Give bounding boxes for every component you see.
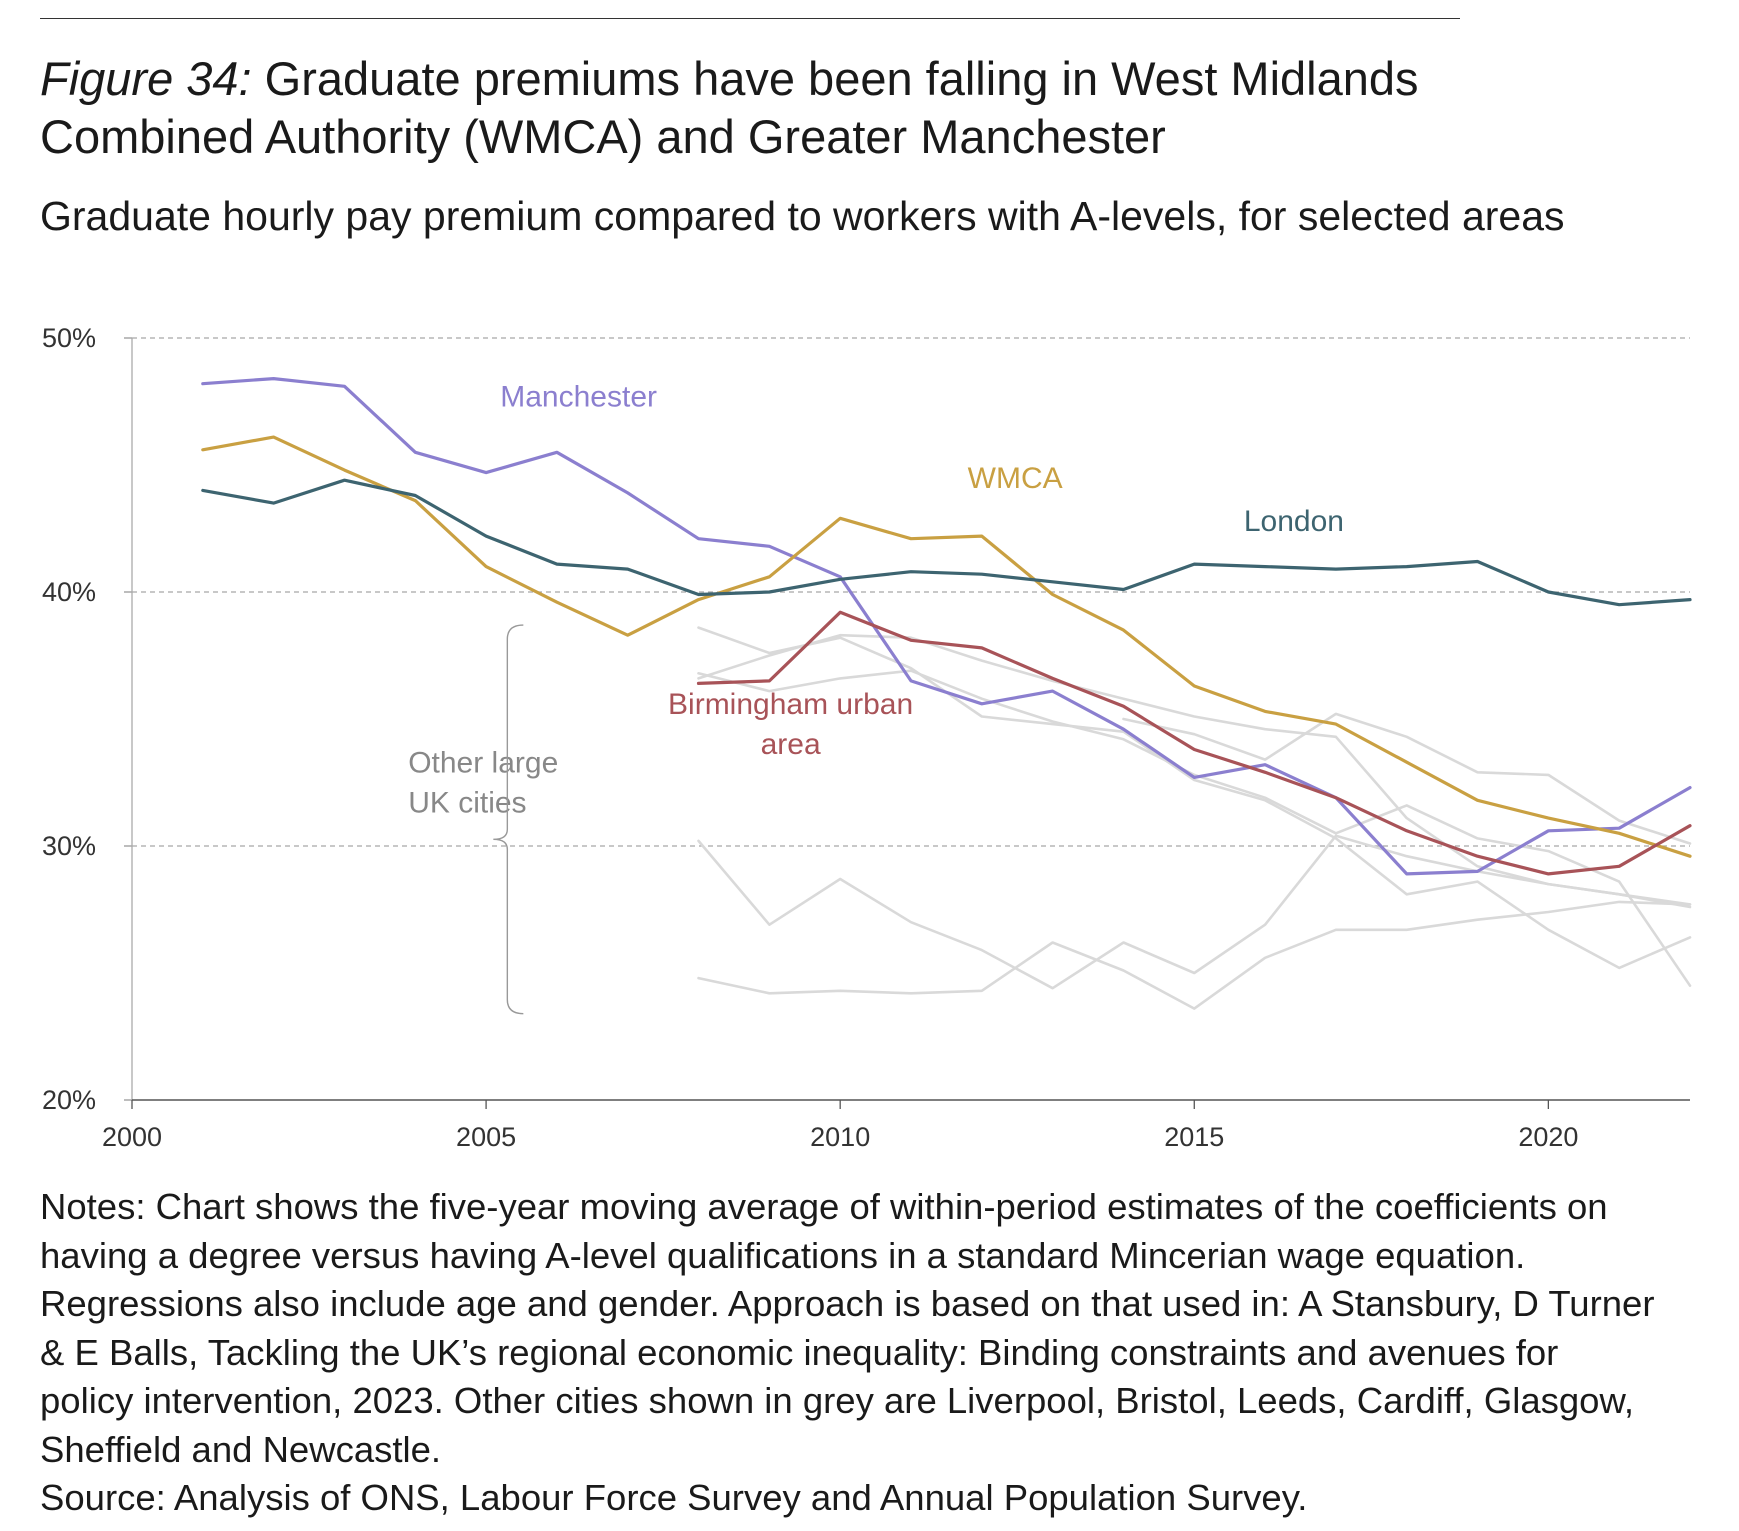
line-chart: 20% 30% 40% 50% 2000 2005 2010 2015 2020 Manches… — [42, 323, 1692, 1152]
series-line-birmingham-urban-area — [696, 610, 1692, 876]
label-other-large-uk-cities-line-0: Other large — [408, 746, 558, 779]
chart-subtitle: Graduate hourly pay premium compared to … — [40, 193, 1565, 239]
y-tick-label-50: 50% — [42, 323, 96, 353]
x-tick-label-2015: 2015 — [1164, 1122, 1224, 1152]
grid-layer — [132, 337, 1690, 847]
y-tick-label-40: 40% — [42, 577, 96, 607]
label-other-large-uk-cities-line-1: UK cities — [408, 786, 526, 819]
label-wmca: WMCA — [968, 462, 1063, 495]
figure-title: Figure 34: Graduate premiums have been f… — [40, 50, 1600, 166]
label-birmingham-urban-area-line-1: area — [761, 728, 821, 761]
source-text: Source: Analysis of ONS, Labour Force Su… — [40, 1477, 1308, 1518]
series-line-other-large-uk-cities-6 — [1122, 712, 1692, 845]
x-tick-label-2005: 2005 — [456, 1122, 516, 1152]
top-rule — [40, 18, 1460, 19]
notes-block: Notes: Chart shows the five-year moving … — [40, 1183, 1660, 1523]
label-birmingham-urban-area-line-0: Birmingham urban — [668, 688, 913, 721]
label-manchester-line-0: Manchester — [500, 381, 657, 414]
label-manchester: Manchester — [500, 381, 657, 414]
axis-layer: 20% 30% 40% 50% 2000 2005 2010 2015 2020 — [42, 323, 1690, 1152]
label-london-line-0: London — [1244, 505, 1344, 538]
label-london: London — [1244, 505, 1344, 538]
series-line-london — [201, 478, 1692, 607]
series-layer — [201, 376, 1692, 1010]
x-tick-label-2020: 2020 — [1518, 1122, 1578, 1152]
figure-number: Figure 34: — [40, 52, 252, 105]
series-line-other-large-uk-cities-3 — [697, 669, 1692, 988]
label-wmca-line-0: WMCA — [968, 462, 1063, 495]
notes-text: Notes: Chart shows the five-year moving … — [40, 1186, 1655, 1470]
series-line-wmca — [201, 435, 1692, 858]
annotation-layer: Manchester WMCA London Birmingham urban area… — [408, 381, 1344, 1015]
figure-title-text: Graduate premiums have been falling in W… — [40, 52, 1419, 163]
series-line-other-large-uk-cities-4 — [697, 834, 1692, 990]
series-line-other-large-uk-cities-5 — [697, 900, 1692, 1010]
label-other-large-uk-cities: Other large UK cities — [408, 746, 558, 819]
series-line-manchester — [201, 376, 1692, 876]
x-tick-label-2000: 2000 — [102, 1122, 162, 1152]
series-line-other-large-uk-cities-2 — [697, 633, 1692, 906]
x-tick-label-2010: 2010 — [810, 1122, 870, 1152]
y-tick-label-20: 20% — [42, 1085, 96, 1115]
label-birmingham-urban-area: Birmingham urban area — [668, 688, 913, 761]
y-tick-label-30: 30% — [42, 831, 96, 861]
